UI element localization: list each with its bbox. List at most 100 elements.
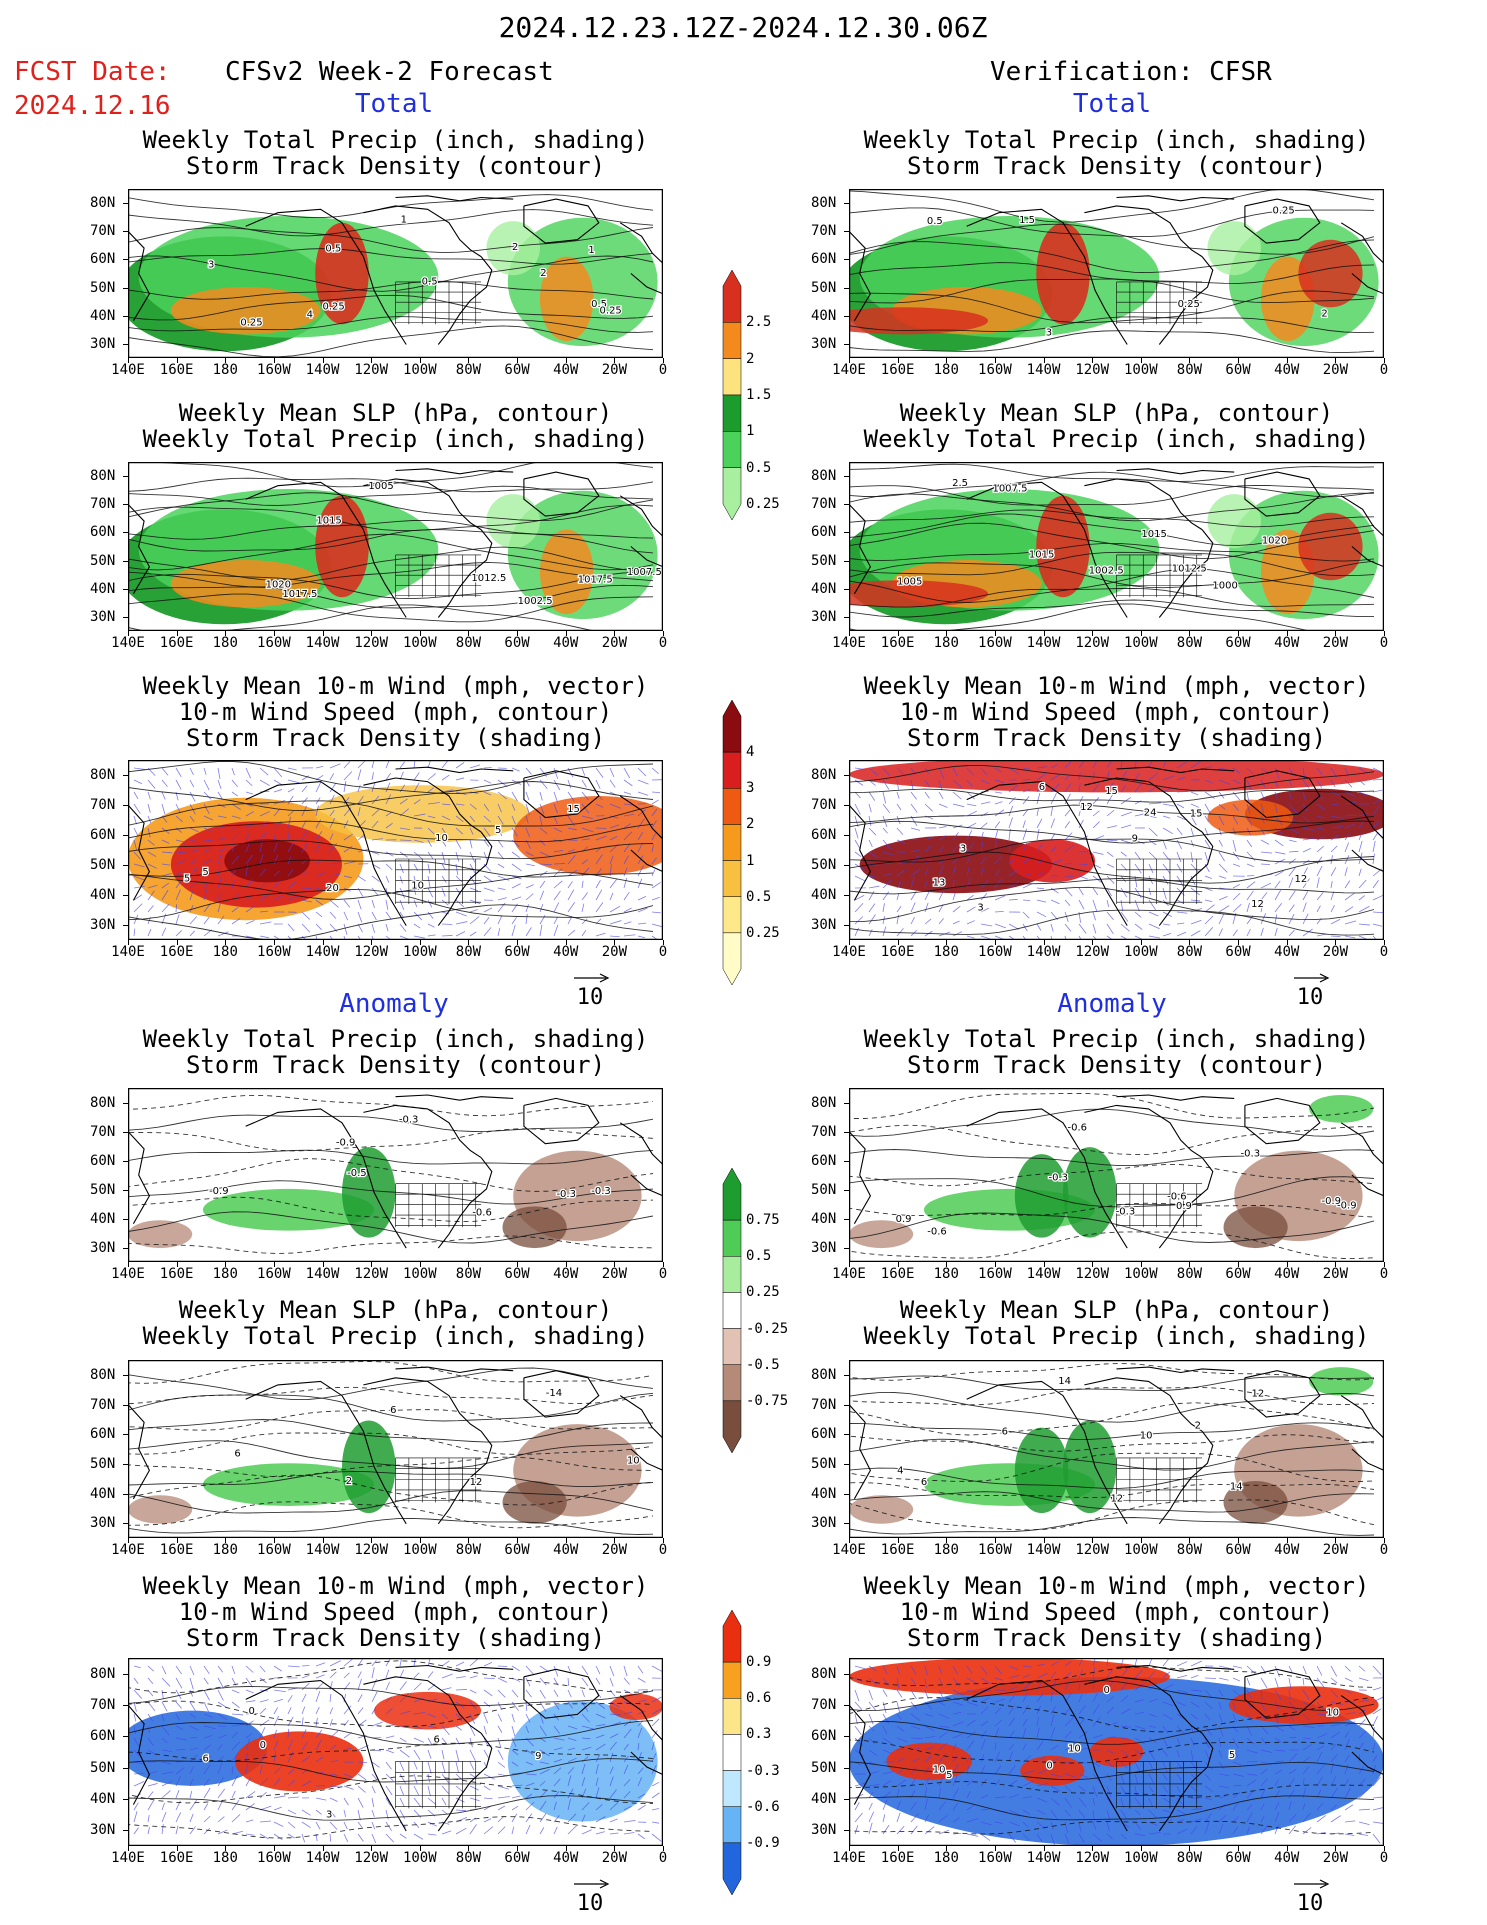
lon-tick-vr-1-6 <box>1140 631 1142 636</box>
lat-tick-vr-0-1 <box>844 231 849 233</box>
lon-tick-vr-4-11 <box>1384 1538 1385 1543</box>
lon-label-fc-1-0: 140E <box>111 635 145 651</box>
colorbar-anom-storm-label: -0.9 <box>746 1834 780 1851</box>
colorbar-anom-storm-segment <box>722 1661 742 1699</box>
map-panel-vr-5: 5 0 10 0 10 10 5 <box>848 1655 1385 1847</box>
contour-label: 10 <box>1326 1707 1339 1718</box>
lon-tick-fc-3-5 <box>371 1262 373 1267</box>
lon-label-vr-1-8: 60W <box>1225 635 1251 651</box>
colorbar-anom-storm-segment <box>722 1609 742 1663</box>
colorbar-anom-precip-label: 0.25 <box>746 1284 780 1301</box>
lon-tick-vr-3-5 <box>1092 1262 1094 1267</box>
lon-label-fc-3-2: 180 <box>212 1266 238 1282</box>
lon-label-vr-5-10: 20W <box>1322 1850 1349 1866</box>
map-panel-vr-1: 2.5 1015 1005 1002.5 1020 1015 1000 1007.5 1012.… <box>816 461 1385 637</box>
contour-label: 10 <box>1068 1744 1081 1755</box>
colorbar-total-precip-segment <box>722 394 742 432</box>
lon-label-vr-0-0: 140E <box>832 362 866 378</box>
lon-label-vr-4-7: 80W <box>1176 1542 1203 1558</box>
lon-tick-fc-3-3 <box>273 1262 275 1267</box>
lat-label-fc-5-1: 70N <box>90 1697 116 1713</box>
lon-tick-vr-1-9 <box>1286 631 1288 636</box>
map-panel-vr-2: 3 15 13 9 12 6 15 3 24 12 12 <box>848 756 1395 948</box>
lon-label-vr-4-11: 0 <box>1379 1542 1389 1558</box>
lon-tick-vr-5-4 <box>1043 1846 1045 1851</box>
lon-tick-vr-5-5 <box>1092 1846 1094 1851</box>
panel-title-vr-1-0: Weekly Mean SLP (hPa, contour) <box>899 399 1334 427</box>
shading-blob-3 <box>1036 495 1090 598</box>
lat-tick-fc-5-0 <box>123 1673 128 1675</box>
shading-blob-3 <box>315 222 369 325</box>
lat-tick-fc-3-0 <box>123 1102 128 1104</box>
colorbar-total-precip-segment <box>722 269 742 323</box>
lon-tick-fc-0-11 <box>663 358 664 363</box>
shading-blob-2 <box>1009 839 1096 883</box>
contour-label: 1017.5 <box>282 589 317 600</box>
lon-tick-fc-1-0 <box>128 631 129 636</box>
lon-label-fc-0-8: 60W <box>504 362 530 378</box>
contour-label: 1 <box>401 215 407 226</box>
contour-label: -0.9 <box>209 1186 229 1197</box>
colorbar-anom-precip-label: 0.5 <box>746 1248 772 1265</box>
lon-label-vr-2-1: 160E <box>880 944 915 960</box>
lon-tick-vr-3-2 <box>946 1262 948 1267</box>
lon-tick-fc-1-10 <box>614 631 616 636</box>
lat-label-fc-5-2: 60N <box>90 1728 116 1745</box>
colorbar-anom-storm <box>722 1609 800 1896</box>
panel-title-fc-3-1: Storm Track Density (contour) <box>185 1051 606 1079</box>
lon-label-vr-0-4: 140W <box>1026 362 1061 378</box>
contour-label: 13 <box>933 877 946 888</box>
colorbar-anom-precip-label: -0.25 <box>746 1320 789 1337</box>
colorbar-total-storm-bar <box>722 699 742 986</box>
lat-label-fc-2-4: 40N <box>90 887 116 903</box>
lon-tick-fc-1-3 <box>273 631 275 636</box>
lon-tick-vr-0-11 <box>1384 358 1385 363</box>
contour-label: -0.9 <box>336 1138 356 1149</box>
lon-tick-vr-5-2 <box>946 1846 948 1851</box>
lat-tick-fc-5-3 <box>123 1767 128 1769</box>
lon-tick-vr-1-10 <box>1335 631 1337 636</box>
lat-label-fc-0-0: 80N <box>90 195 116 212</box>
lon-tick-fc-5-11 <box>663 1846 664 1851</box>
fcst-date-value: 2024.12.16 <box>14 91 171 121</box>
lon-label-vr-4-10: 20W <box>1322 1542 1349 1558</box>
lat-tick-vr-2-3 <box>844 865 849 866</box>
lat-label-fc-5-3: 50N <box>90 1759 116 1776</box>
contour-label: 6 <box>433 1734 439 1745</box>
lat-label-vr-4-4: 40N <box>811 1485 837 1502</box>
contour-label: 6 <box>1002 1426 1008 1437</box>
lon-tick-fc-5-4 <box>322 1846 324 1851</box>
lon-tick-vr-0-7 <box>1189 358 1191 363</box>
lon-label-vr-1-9: 40W <box>1274 635 1300 651</box>
contour-label: 15 <box>1190 809 1203 820</box>
lon-tick-fc-1-5 <box>371 631 373 636</box>
panel-title-vr-0-0: Weekly Total Precip (inch, shading) <box>863 126 1370 154</box>
lon-tick-fc-4-10 <box>614 1538 616 1543</box>
lon-label-fc-5-8: 60W <box>504 1850 530 1866</box>
lon-label-vr-0-9: 40W <box>1274 362 1300 378</box>
lat-tick-fc-2-1 <box>123 805 128 806</box>
contour-label: 3 <box>208 259 214 270</box>
lon-tick-fc-2-9 <box>565 940 567 945</box>
lon-label-vr-2-5: 120W <box>1075 944 1110 960</box>
lon-label-vr-0-5: 120W <box>1075 362 1110 378</box>
lon-label-vr-4-1: 160E <box>880 1542 915 1558</box>
lon-label-vr-4-6: 100W <box>1123 1542 1158 1558</box>
contour-label: 1007.5 <box>992 483 1027 494</box>
lat-label-vr-2-5: 30N <box>811 917 837 933</box>
lat-label-vr-0-4: 40N <box>811 307 837 324</box>
colorbar-anom-precip-segment <box>722 1328 742 1365</box>
lat-label-vr-4-5: 30N <box>811 1515 837 1532</box>
lat-tick-fc-4-0 <box>123 1374 128 1376</box>
contour-label: 5 <box>184 874 190 885</box>
contour-label: 1002.5 <box>1089 566 1124 577</box>
lon-label-fc-5-11: 0 <box>658 1850 668 1866</box>
lon-tick-fc-3-11 <box>663 1262 664 1267</box>
lat-label-vr-4-1: 70N <box>811 1396 837 1413</box>
shading-blob-4 <box>128 1495 193 1524</box>
lon-label-fc-1-1: 160E <box>159 635 194 651</box>
lon-label-fc-1-9: 40W <box>553 635 579 651</box>
contour-label: 2 <box>346 1476 352 1487</box>
contour-label: 3 <box>977 902 983 913</box>
lat-label-fc-3-0: 80N <box>90 1094 116 1111</box>
